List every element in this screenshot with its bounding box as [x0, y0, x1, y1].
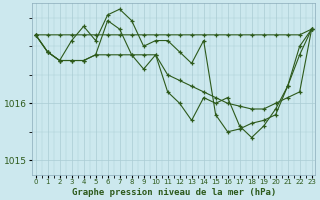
X-axis label: Graphe pression niveau de la mer (hPa): Graphe pression niveau de la mer (hPa) [71, 188, 276, 197]
